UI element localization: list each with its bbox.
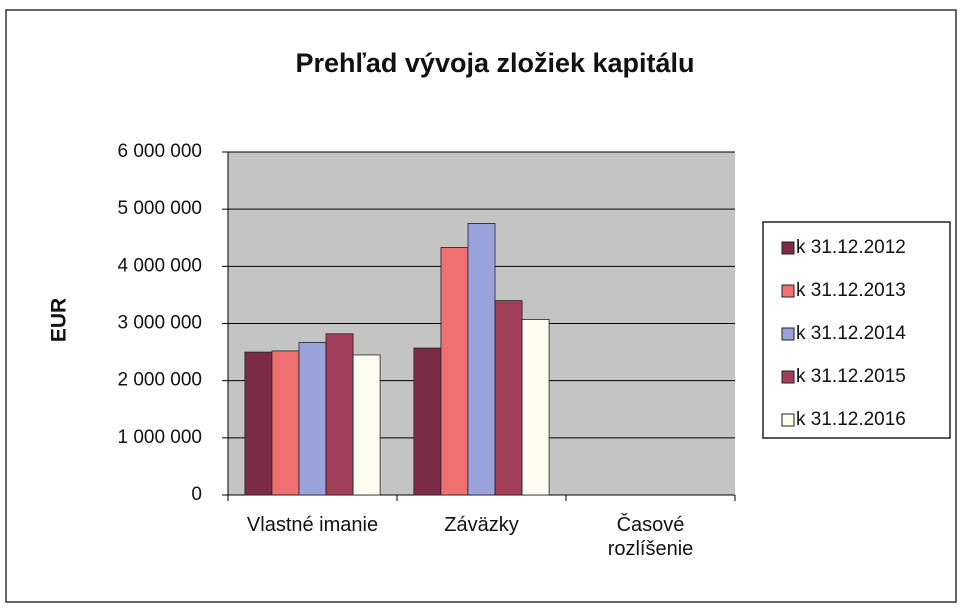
- bar: [244, 351, 273, 496]
- y-tick-label: 6 000 000: [117, 141, 202, 162]
- x-tick-label: Časové rozlíšenie: [607, 514, 694, 560]
- bar: [413, 347, 442, 496]
- legend-swatch: [781, 241, 795, 255]
- bar: [298, 341, 327, 496]
- bar: [494, 300, 523, 496]
- bar: [440, 247, 469, 496]
- y-axis-label: EUR: [48, 298, 71, 342]
- legend-swatch: [781, 413, 795, 427]
- legend-swatch: [781, 284, 795, 298]
- legend-label: k 31.12.2014: [796, 323, 906, 344]
- legend-swatch: [781, 327, 795, 341]
- y-tick-label: 0: [191, 484, 202, 505]
- bar: [325, 333, 354, 496]
- bar: [271, 350, 300, 496]
- y-tick-label: 5 000 000: [117, 198, 202, 219]
- x-tick-label: Záväzky: [444, 514, 519, 536]
- legend-label: k 31.12.2016: [796, 409, 906, 430]
- y-tick-label: 2 000 000: [117, 370, 202, 391]
- x-tick-label: Vlastné imanie: [246, 514, 379, 536]
- bar: [352, 354, 381, 496]
- chart-title: Prehľad vývoja zložiek kapitálu: [295, 48, 694, 78]
- bar: [521, 319, 550, 496]
- legend-swatch: [781, 370, 795, 384]
- bar: [467, 223, 496, 496]
- y-tick-label: 4 000 000: [117, 255, 202, 276]
- legend-label: k 31.12.2015: [796, 366, 906, 387]
- legend-label: k 31.12.2012: [796, 237, 906, 258]
- y-tick-label: 1 000 000: [117, 427, 202, 448]
- legend-label: k 31.12.2013: [796, 280, 906, 301]
- y-tick-label: 3 000 000: [117, 313, 202, 334]
